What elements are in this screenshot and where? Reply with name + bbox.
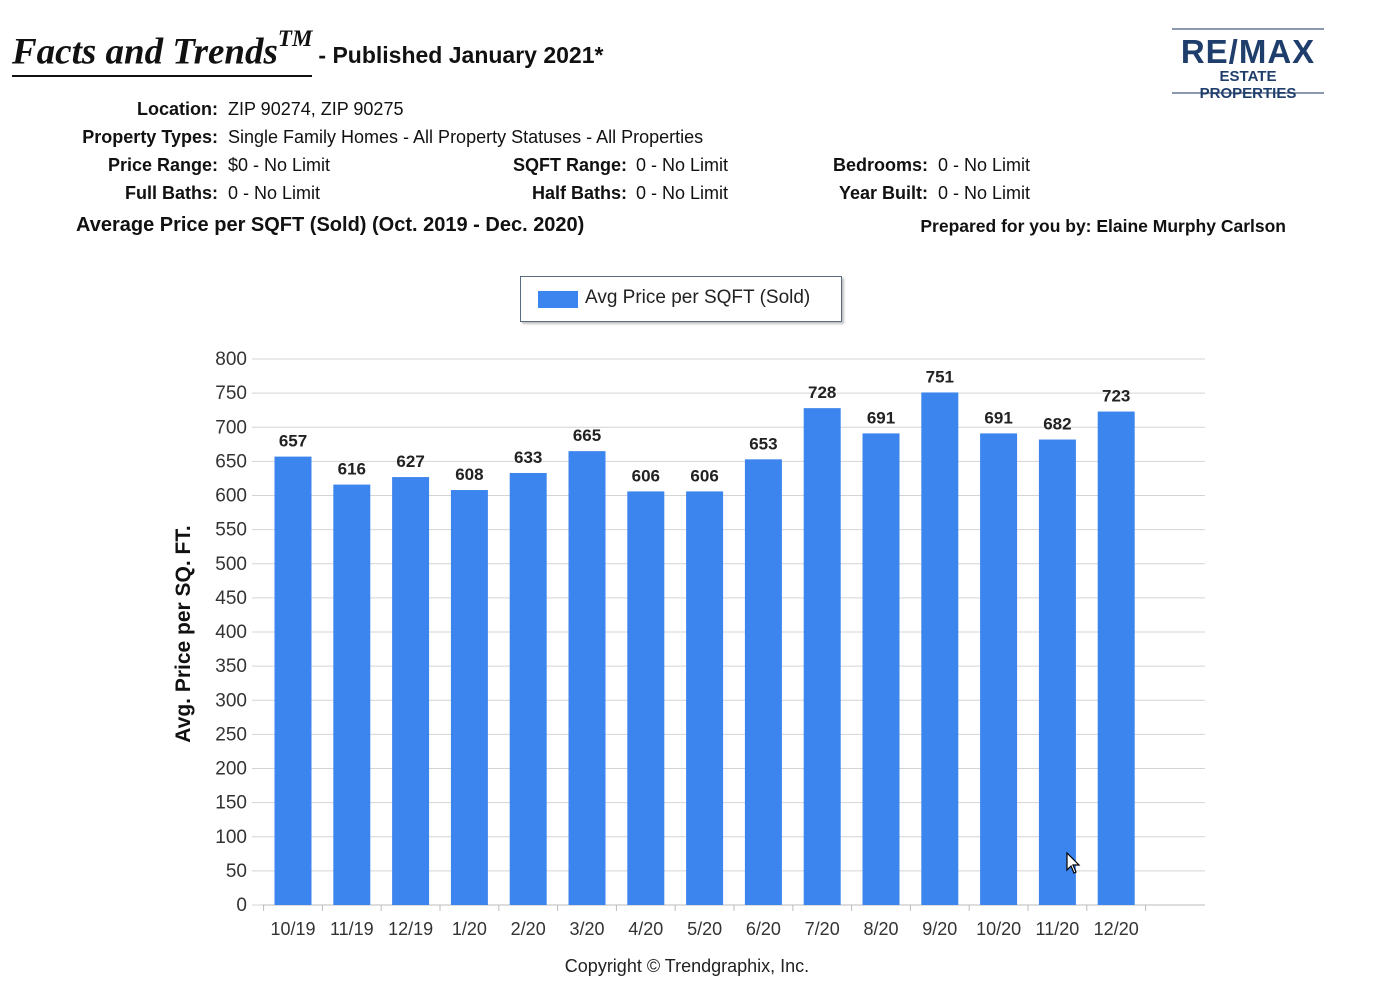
y-tick-label: 650 [215, 451, 247, 472]
report-header: Facts and TrendsTM- Published January 20… [12, 26, 604, 78]
x-tick-label: 3/20 [569, 919, 604, 939]
x-tick-label: 11/19 [330, 919, 374, 939]
bar [568, 451, 606, 905]
criteria-label: Half Baths: [531, 183, 627, 203]
criteria-value: $0 - No Limit [228, 155, 331, 175]
x-tick-label: 9/20 [922, 919, 957, 939]
criteria-label: Property Types: [82, 127, 218, 147]
data-label: 691 [984, 408, 1012, 427]
legend-swatch [538, 291, 578, 308]
bar [450, 490, 488, 905]
data-label: 751 [926, 367, 954, 386]
y-tick-label: 550 [215, 520, 247, 541]
bar [333, 484, 371, 905]
criteria-label: Location: [137, 99, 218, 119]
x-tick-label: 10/19 [270, 919, 315, 939]
criteria-label: Bedrooms: [832, 155, 928, 175]
report-subtitle: - Published January 2021* [318, 42, 604, 69]
data-label: 653 [749, 434, 777, 453]
x-tick-label: 6/20 [746, 919, 781, 939]
data-label: 665 [573, 426, 601, 445]
criteria-value: Single Family Homes - All Property Statu… [228, 127, 704, 147]
bar [1038, 439, 1076, 905]
data-label: 682 [1043, 415, 1071, 434]
y-tick-label: 600 [215, 486, 247, 507]
data-label: 633 [514, 448, 542, 467]
criteria-value: 0 - No Limit [636, 155, 729, 175]
y-tick-label: 450 [215, 588, 247, 609]
y-tick-label: 0 [236, 895, 247, 916]
data-label: 657 [279, 432, 307, 451]
mouse-cursor-icon [1066, 852, 1081, 874]
bar [509, 472, 547, 905]
data-label: 606 [632, 466, 660, 485]
data-label: 616 [338, 460, 366, 479]
x-tick-label: 2/20 [511, 919, 546, 939]
y-tick-label: 250 [215, 724, 247, 745]
data-label: 691 [867, 408, 895, 427]
criteria-label: SQFT Range: [512, 155, 627, 175]
y-tick-label: 500 [215, 554, 247, 575]
legend-label: Avg Price per SQFT (Sold) [585, 287, 811, 308]
criteria-value: 0 - No Limit [228, 183, 321, 203]
bar [686, 491, 724, 905]
y-tick-label: 350 [215, 656, 247, 677]
criteria-label: Full Baths: [125, 183, 218, 203]
data-label: 606 [690, 466, 718, 485]
bar [862, 433, 900, 905]
prepared-by: Prepared for you by: Elaine Murphy Carls… [920, 216, 1286, 236]
remax-logo: RE/MAX ESTATE PROPERTIES [1172, 28, 1324, 102]
x-tick-label: 8/20 [863, 919, 898, 939]
criteria-label: Year Built: [838, 183, 928, 203]
bar [744, 459, 782, 905]
trademark-mark: TM [277, 26, 313, 51]
chart-section-title: Average Price per SQFT (Sold) (Oct. 2019… [76, 214, 585, 236]
y-tick-label: 400 [215, 622, 247, 643]
criteria-value: ZIP 90274, ZIP 90275 [228, 99, 404, 119]
bar [803, 408, 841, 905]
x-tick-label: 4/20 [628, 919, 663, 939]
logo-brand: RE/MAX [1180, 33, 1316, 70]
x-tick-label: 11/20 [1036, 919, 1080, 939]
y-tick-label: 800 [215, 349, 247, 370]
y-tick-label: 100 [215, 827, 247, 848]
criteria-value: 0 - No Limit [938, 155, 1031, 175]
bar [392, 477, 430, 905]
y-tick-label: 50 [226, 861, 247, 882]
y-tick-label: 750 [215, 383, 247, 404]
x-tick-label: 5/20 [687, 919, 722, 939]
data-label: 728 [808, 383, 836, 402]
data-label: 627 [396, 452, 424, 471]
x-tick-label: 10/20 [976, 919, 1021, 939]
logo-office: ESTATE PROPERTIES [1199, 68, 1297, 102]
bar [627, 491, 665, 905]
criteria-label: Price Range: [107, 155, 218, 175]
y-tick-label: 700 [215, 417, 247, 438]
criteria-value: 0 - No Limit [938, 183, 1031, 203]
y-tick-label: 150 [215, 793, 247, 814]
bar [921, 392, 959, 905]
copyright-notice: Copyright © Trendgraphix, Inc. [564, 956, 810, 976]
criteria-value: 0 - No Limit [636, 183, 729, 203]
data-label: 723 [1102, 387, 1130, 406]
data-label: 608 [455, 465, 483, 484]
x-tick-label: 12/19 [388, 919, 433, 939]
y-axis-label: Avg. Price per SQ. FT. [172, 525, 195, 742]
report-title: Facts and TrendsTM [12, 26, 313, 78]
x-tick-label: 12/20 [1094, 919, 1139, 939]
bar [980, 433, 1018, 905]
x-tick-label: 1/20 [452, 919, 487, 939]
chart-legend: Avg Price per SQFT (Sold) [520, 276, 842, 322]
x-tick-label: 7/20 [805, 919, 840, 939]
bar [1097, 411, 1135, 905]
bar [274, 456, 312, 905]
y-tick-label: 300 [215, 690, 247, 711]
y-tick-label: 200 [215, 759, 247, 780]
